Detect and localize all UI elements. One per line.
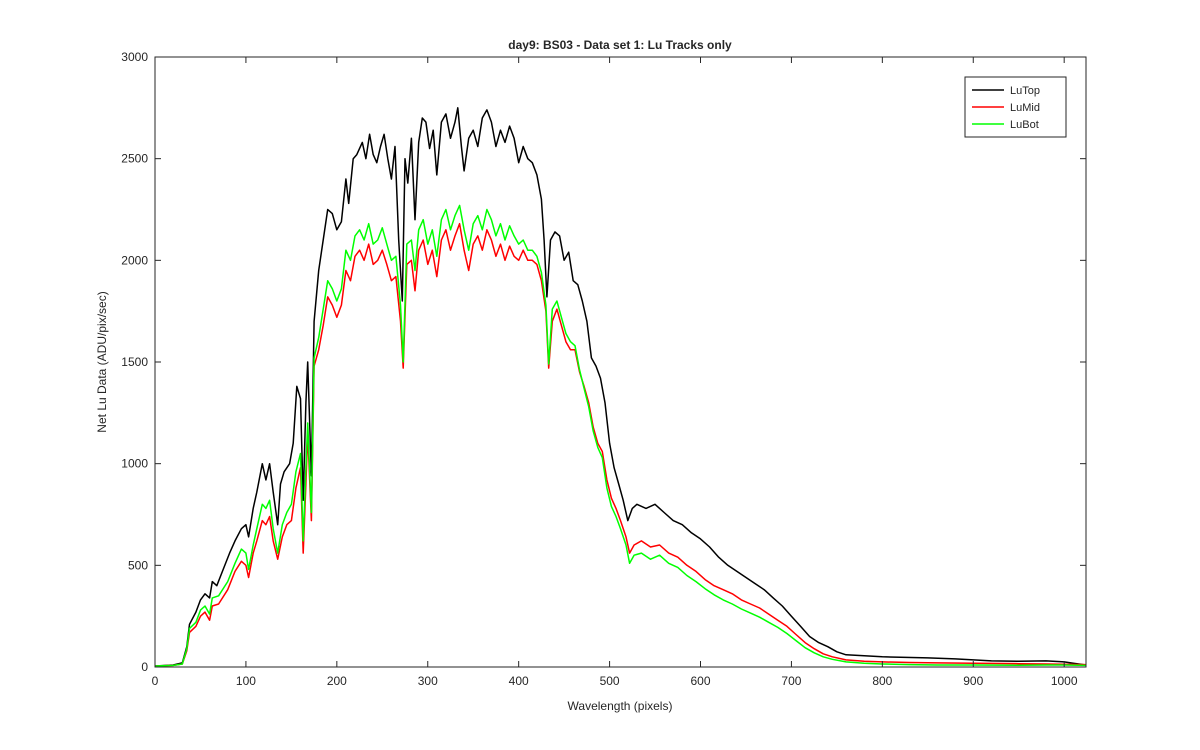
y-tick-label: 2500 <box>121 152 148 166</box>
series-layer <box>154 107 1087 667</box>
y-tick-label: 1500 <box>121 355 148 369</box>
legend: LuTop LuMid LuBot <box>964 76 1067 138</box>
y-tick-label: 1000 <box>121 457 148 471</box>
y-tick-label: 3000 <box>121 50 148 64</box>
legend-label-lutop: LuTop <box>1010 85 1040 97</box>
x-tick-label: 300 <box>418 674 438 688</box>
legend-label-lumid: LuMid <box>1010 102 1040 114</box>
x-tick-label: 400 <box>509 674 529 688</box>
x-tick-label: 0 <box>152 674 159 688</box>
x-tick-label: 1000 <box>1051 674 1078 688</box>
y-tick-label: 500 <box>128 558 148 572</box>
y-tick-label: 0 <box>141 660 148 674</box>
x-tick-label: 100 <box>236 674 256 688</box>
x-tick-label: 800 <box>872 674 892 688</box>
x-tick-label: 900 <box>963 674 983 688</box>
x-axis-label: Wavelength (pixels) <box>568 699 673 713</box>
x-tick-label: 700 <box>781 674 801 688</box>
x-tick-label: 200 <box>327 674 347 688</box>
ticks-layer: 0 100 200 300 400 500 600 700 800 900 1000 0 500 1000… <box>121 50 1086 688</box>
y-axis-label: Net Lu Data (ADU/pix/sec) <box>95 291 109 432</box>
legend-label-lubot: LuBot <box>1010 119 1039 131</box>
series-line-lubot <box>154 204 1087 667</box>
plot-area <box>155 57 1086 667</box>
y-tick-label: 2000 <box>121 253 148 267</box>
series-line-lumid <box>154 222 1087 667</box>
series-line-lutop <box>154 107 1087 667</box>
chart-title: day9: BS03 - Data set 1: Lu Tracks only <box>508 38 732 52</box>
x-tick-label: 600 <box>690 674 710 688</box>
x-tick-label: 500 <box>600 674 620 688</box>
